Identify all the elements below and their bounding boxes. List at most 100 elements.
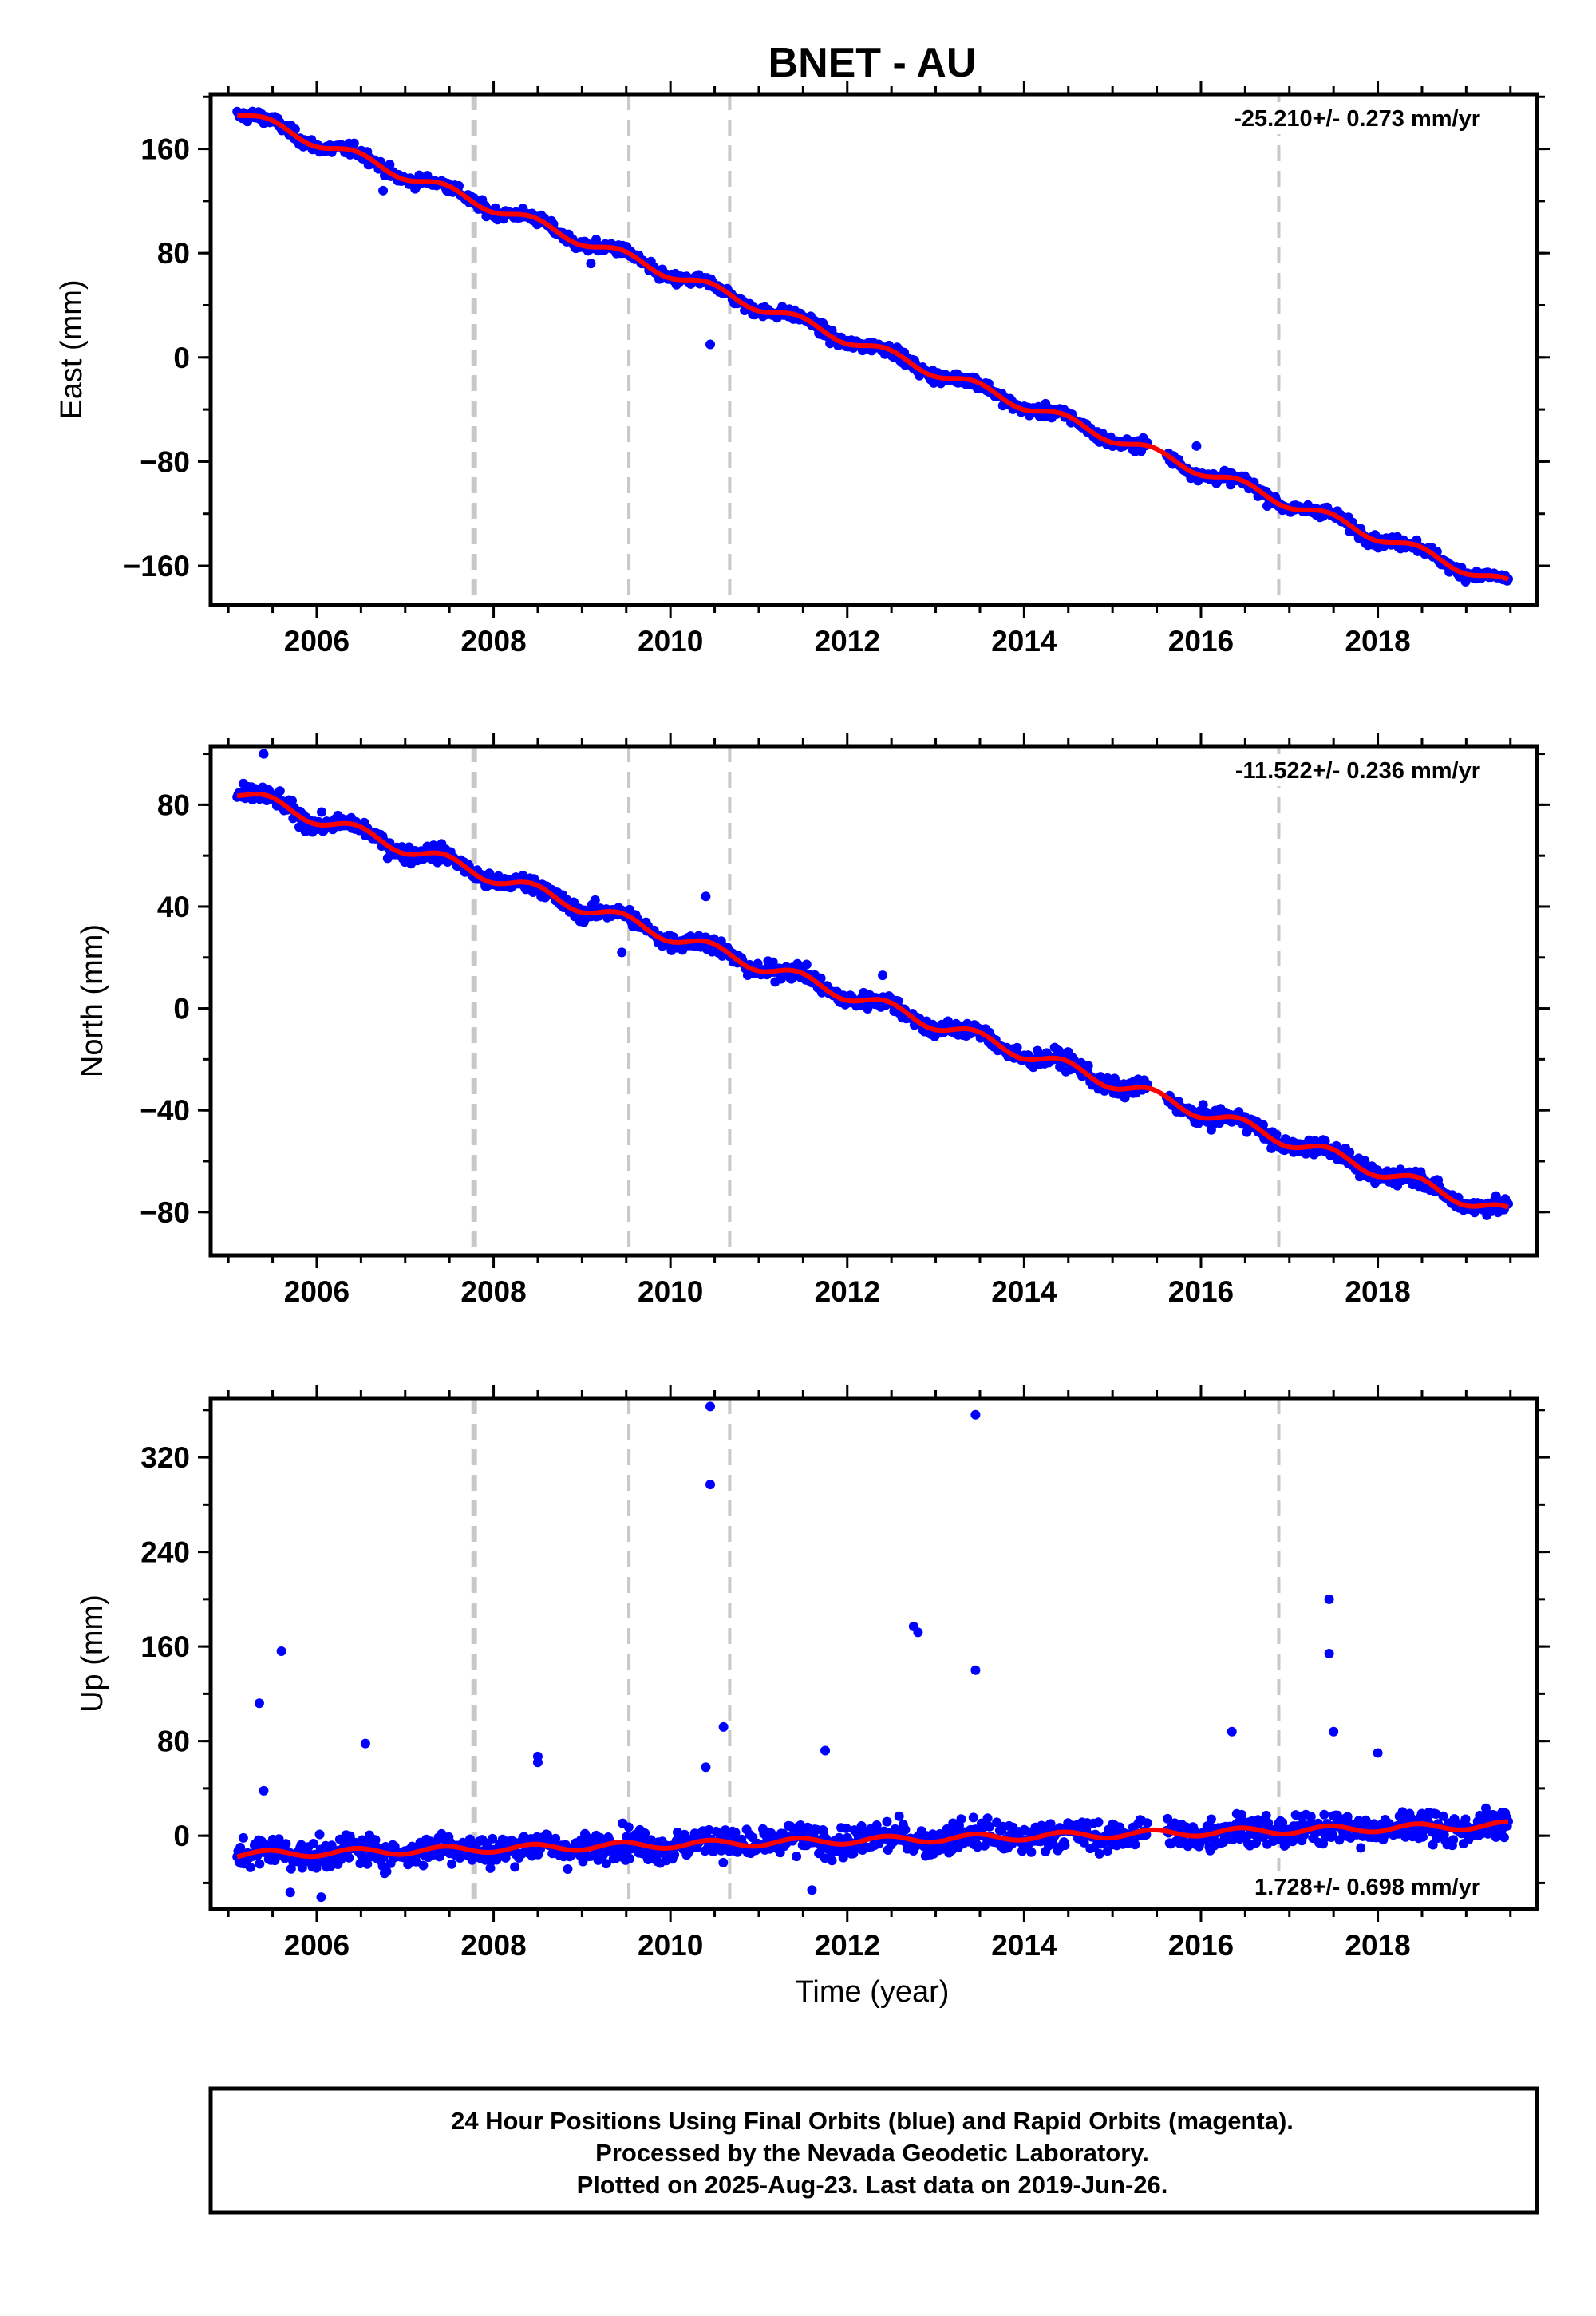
footer-line-1: 24 Hour Positions Using Final Orbits (bl… xyxy=(451,2107,1294,2135)
outlier-point xyxy=(1373,1748,1383,1758)
data-point xyxy=(768,957,778,967)
model-fit-line xyxy=(236,113,1510,582)
outlier-point xyxy=(970,1665,981,1675)
y-tick-label: −40 xyxy=(140,1094,190,1127)
data-point xyxy=(411,1856,421,1867)
data-point xyxy=(563,1864,573,1874)
data-point xyxy=(816,973,826,983)
data-point xyxy=(968,1812,978,1823)
data-point xyxy=(510,1862,520,1872)
data-point xyxy=(792,1852,802,1862)
data-points xyxy=(232,749,1513,1220)
data-point xyxy=(314,1829,325,1840)
outlier-point xyxy=(820,1745,831,1756)
outlier-point xyxy=(1191,441,1202,451)
outlier-point xyxy=(316,1892,326,1903)
y-tick-label: −80 xyxy=(140,445,190,478)
outlier-point xyxy=(1324,1649,1334,1658)
velocity-rate-label: 1.728+/- 0.698 mm/yr xyxy=(1254,1875,1480,1900)
data-point xyxy=(1319,1809,1329,1820)
data-point xyxy=(326,1840,337,1851)
data-point xyxy=(245,1862,255,1872)
footer-line-2: Processed by the Nevada Geodetic Laborat… xyxy=(595,2139,1149,2167)
data-point xyxy=(625,1853,635,1863)
data-point xyxy=(418,1860,429,1871)
outlier-point xyxy=(705,339,716,350)
data-point xyxy=(275,786,285,796)
data-point xyxy=(362,1859,373,1869)
outlier-point xyxy=(705,1480,716,1490)
data-point xyxy=(1345,1148,1355,1157)
data-point xyxy=(900,1824,911,1835)
x-tick-label: 2018 xyxy=(1345,1929,1410,1962)
outlier-point xyxy=(254,1698,264,1709)
data-point xyxy=(308,1839,318,1848)
outlier-point xyxy=(532,1757,543,1768)
data-point xyxy=(979,1840,990,1851)
y-axis-label: North (mm) xyxy=(76,924,109,1077)
model-fit-line xyxy=(237,791,1510,1210)
data-point xyxy=(956,1814,966,1824)
data-point xyxy=(1499,1832,1509,1843)
up-panel: 2006 2008 2010 2012 2014 2016 2018 320 240 160 80 0… xyxy=(76,1385,1550,1962)
data-point xyxy=(344,1852,354,1863)
x-tick-label: 2006 xyxy=(284,625,350,658)
outlier-point xyxy=(259,1785,269,1796)
data-point xyxy=(801,959,812,970)
outlier-point xyxy=(1324,1594,1334,1604)
data-point xyxy=(485,1863,496,1873)
x-tick-label: 2014 xyxy=(991,1275,1057,1308)
data-point xyxy=(1026,1847,1037,1857)
x-tick-label: 2012 xyxy=(815,625,880,658)
data-point xyxy=(827,1856,837,1866)
x-tick-label: 2014 xyxy=(991,625,1057,658)
outlier-point xyxy=(878,970,888,981)
data-point xyxy=(447,1859,457,1869)
outlier-point xyxy=(718,1721,729,1732)
y-tick-label: 240 xyxy=(140,1536,190,1569)
y-tick-label: −160 xyxy=(124,550,190,583)
data-point xyxy=(355,1859,365,1868)
data-point xyxy=(235,1843,246,1852)
plot-frame xyxy=(208,92,1539,607)
y-tick-label: 160 xyxy=(140,133,190,166)
rate-label-bg xyxy=(1173,102,1484,134)
outlier-point xyxy=(378,185,389,196)
data-point xyxy=(488,1833,498,1844)
x-axis-label: Time (year) xyxy=(796,1975,950,2009)
data-point xyxy=(894,1811,904,1821)
x-tick-label: 2010 xyxy=(638,625,703,658)
y-tick-label: 0 xyxy=(173,1820,190,1852)
outlier-point xyxy=(807,1885,817,1895)
x-tick-label: 2006 xyxy=(284,1275,350,1308)
x-tick-label: 2014 xyxy=(991,1929,1057,1962)
data-point xyxy=(623,1822,634,1832)
x-tick-label: 2012 xyxy=(815,1929,880,1962)
outlier-point xyxy=(360,1738,370,1749)
x-tick-label: 2016 xyxy=(1168,1929,1234,1962)
data-point xyxy=(255,1859,265,1869)
x-tick-label: 2010 xyxy=(638,1275,703,1308)
x-tick-label: 2018 xyxy=(1345,625,1410,658)
data-point xyxy=(982,1813,993,1824)
outlier-point xyxy=(276,1646,286,1657)
outlier-point xyxy=(970,1409,981,1420)
x-tick-label: 2008 xyxy=(460,1275,526,1308)
y-tick-label: 0 xyxy=(173,342,190,374)
y-tick-label: 80 xyxy=(157,788,190,821)
data-point xyxy=(238,1832,248,1843)
data-point xyxy=(1060,1840,1070,1851)
y-tick-label: 40 xyxy=(157,891,190,923)
y-tick-label: −80 xyxy=(140,1196,190,1229)
plot-frame xyxy=(208,744,1539,1258)
y-tick-label: 0 xyxy=(173,993,190,1026)
data-point xyxy=(1271,1129,1282,1140)
data-point xyxy=(1469,1207,1479,1218)
data-point xyxy=(1094,1848,1104,1859)
outlier-point xyxy=(259,749,269,759)
outlier-point xyxy=(1227,1726,1237,1737)
y-tick-label: 320 xyxy=(140,1441,190,1474)
rate-label-bg xyxy=(1173,754,1484,786)
outlier-point xyxy=(617,947,627,958)
